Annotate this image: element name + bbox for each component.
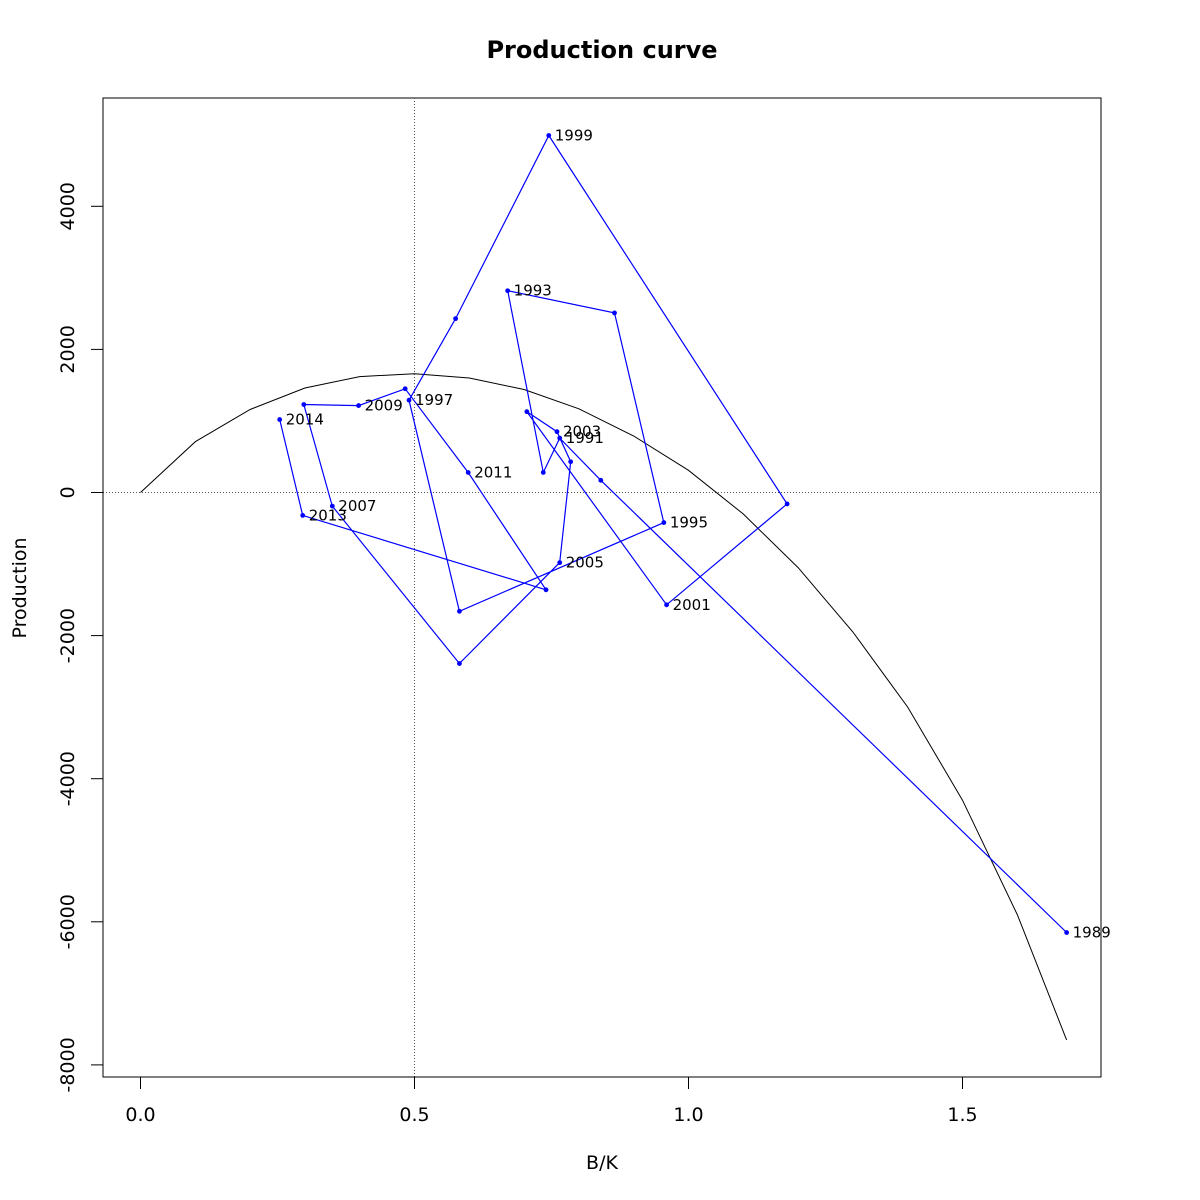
data-point-2006	[457, 661, 462, 666]
data-point-2011	[465, 470, 471, 475]
point-label-2005: 2005	[566, 554, 604, 572]
y-tick-label: 2000	[57, 325, 79, 373]
data-point-2002	[524, 409, 530, 415]
data-point-2008	[301, 402, 307, 407]
x-tick-label: 0.5	[399, 1104, 429, 1126]
point-label-1995: 1995	[670, 514, 708, 532]
y-axis: -8000 -6000 -4000 -2000 0 2000 4000	[57, 182, 104, 1093]
point-label-2009: 2009	[365, 397, 403, 415]
chart-title: Production curve	[486, 36, 717, 64]
data-point-1996	[457, 608, 462, 614]
point-label-1989: 1989	[1073, 924, 1111, 942]
data-point-1989	[1064, 930, 1070, 935]
series-observed-production: 1989 1991 1993 1995 1997 1999 2001 2003 2005 2007…	[277, 126, 1111, 942]
data-point-2003	[554, 429, 560, 435]
point-label-2013: 2013	[309, 506, 347, 524]
data-point-1999	[546, 133, 552, 138]
data-point-2009	[356, 403, 362, 408]
data-point-1990	[598, 477, 604, 483]
data-point-2007	[329, 503, 335, 509]
point-label-2007: 2007	[338, 497, 376, 515]
y-tick-label: -2000	[57, 608, 79, 663]
data-point-2001	[664, 602, 669, 608]
data-point-2012	[543, 587, 549, 593]
data-point-2000	[784, 501, 790, 507]
plot-frame	[102, 97, 1102, 1078]
y-tick-label: 0	[57, 486, 79, 498]
point-label-2001: 2001	[673, 596, 711, 614]
point-label-2003: 2003	[563, 423, 601, 441]
y-tick-label: -8000	[57, 1037, 79, 1092]
point-label-2014: 2014	[286, 411, 324, 429]
point-label-2011: 2011	[474, 463, 512, 481]
data-point-2010	[402, 386, 408, 392]
data-point-1998	[453, 316, 458, 322]
x-tick-label: 0.0	[125, 1104, 155, 1126]
data-point-1991	[557, 435, 563, 441]
point-label-1997: 1997	[415, 391, 453, 409]
x-axis: 0.0 0.5 1.0 1.5	[125, 1076, 978, 1126]
point-label-1991: 1991	[566, 429, 604, 447]
point-label-1993: 1993	[514, 282, 552, 300]
data-point-2004	[568, 459, 574, 465]
data-point-2005	[557, 560, 563, 566]
data-point-1993	[505, 288, 511, 294]
y-tick-label: -4000	[57, 751, 79, 806]
model-curve	[140, 373, 1068, 1041]
y-tick-label: -6000	[57, 894, 79, 949]
data-point-1992	[540, 470, 546, 475]
data-point-2014	[277, 417, 283, 422]
x-tick-label: 1.0	[673, 1104, 703, 1126]
x-axis-title: B/K	[586, 1152, 618, 1174]
point-label-1999: 1999	[555, 126, 593, 144]
y-tick-label: 4000	[57, 182, 79, 230]
x-tick-label: 1.5	[947, 1104, 977, 1126]
data-point-2013	[300, 512, 306, 518]
y-axis-title: Production	[9, 537, 31, 638]
data-point-1997	[406, 397, 412, 403]
series-line	[279, 134, 1068, 933]
reference-lines	[103, 98, 1101, 1077]
data-point-1994	[612, 310, 617, 316]
data-point-1995	[661, 520, 667, 525]
